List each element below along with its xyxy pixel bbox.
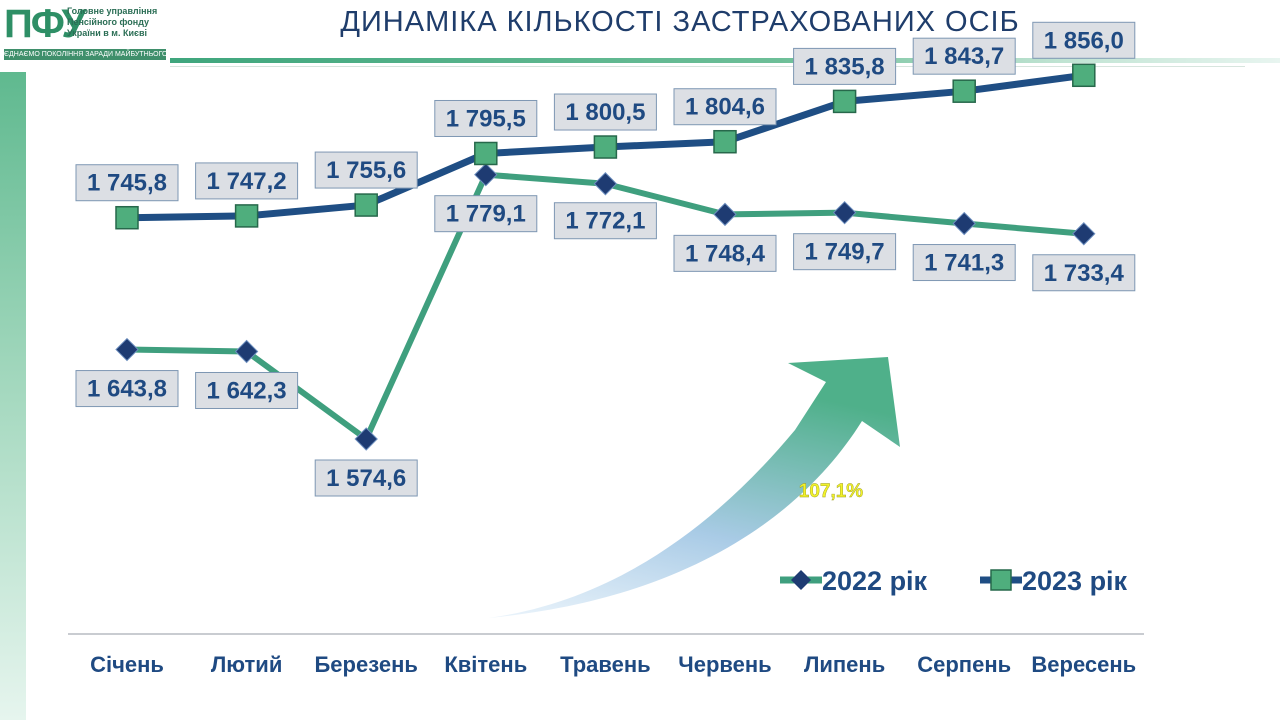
data-label-2023: 1 835,8 xyxy=(793,47,897,85)
data-label-2022: 1 779,1 xyxy=(434,195,538,233)
data-label-2022: 1 748,4 xyxy=(673,234,777,272)
x-tick-label: Вересень xyxy=(1031,652,1136,677)
data-point-2023 xyxy=(593,135,618,159)
x-tick-label: Квітень xyxy=(444,652,527,677)
data-label-2022: 1 741,3 xyxy=(912,244,1016,282)
svg-text:1 843,7: 1 843,7 xyxy=(924,43,1004,70)
data-point-2023 xyxy=(952,79,976,103)
svg-text:1 745,8: 1 745,8 xyxy=(87,170,167,197)
x-tick-label: Червень xyxy=(678,652,771,677)
data-point-2023 xyxy=(354,193,378,217)
svg-text:1 643,8: 1 643,8 xyxy=(87,376,167,403)
svg-text:1 800,5: 1 800,5 xyxy=(565,99,645,126)
data-point-2023 xyxy=(713,129,737,154)
data-point-2022 xyxy=(832,200,857,225)
data-label-2023: 1 800,5 xyxy=(553,93,657,131)
data-point-2022 xyxy=(713,202,737,227)
title-underline-thin xyxy=(170,66,1245,67)
data-point-2023 xyxy=(474,141,498,166)
x-tick-label: Січень xyxy=(90,652,164,677)
pfu-logo: ПФУ Головне управління Пенсійного фонду … xyxy=(4,2,168,60)
svg-text:1 779,1: 1 779,1 xyxy=(446,201,526,228)
x-tick-label: Лютий xyxy=(211,652,283,677)
data-point-2022 xyxy=(474,162,498,187)
title-underline xyxy=(170,58,1280,63)
growth-percent: 107,1% xyxy=(799,481,864,502)
page-title: ДИНАМІКА КІЛЬКОСТІ ЗАСТРАХОВАНИХ ОСІБ xyxy=(340,6,1020,38)
data-label-2022: 1 574,6 xyxy=(314,459,418,497)
legend-marker xyxy=(791,570,811,590)
data-label-2022: 1 642,3 xyxy=(195,371,299,409)
svg-text:1 856,0: 1 856,0 xyxy=(1044,27,1124,54)
data-point-2022 xyxy=(593,172,618,196)
left-decorative-band xyxy=(0,72,26,720)
svg-text:1 747,2: 1 747,2 xyxy=(207,168,287,195)
legend-item-2022: 2022 рік xyxy=(780,566,928,596)
svg-text:1 642,3: 1 642,3 xyxy=(207,377,287,404)
svg-text:1 748,4: 1 748,4 xyxy=(685,240,766,267)
data-point-2023 xyxy=(234,204,259,228)
data-point-2022 xyxy=(354,427,378,451)
data-label-2023: 1 804,6 xyxy=(673,88,777,126)
data-point-2023 xyxy=(115,205,139,230)
data-label-2023: 1 745,8 xyxy=(75,164,179,202)
logo-line: Пенсійного фонду xyxy=(67,17,150,27)
logo-line: Головне управління xyxy=(67,6,158,16)
svg-text:1 733,4: 1 733,4 xyxy=(1044,260,1125,287)
x-tick-label: Травень xyxy=(560,652,651,677)
svg-text:1 795,5: 1 795,5 xyxy=(446,105,526,132)
data-label-2022: 1 772,1 xyxy=(553,202,657,240)
data-label-2023: 1 747,2 xyxy=(195,162,299,200)
data-label-2023: 1 856,0 xyxy=(1032,21,1136,59)
svg-text:1 772,1: 1 772,1 xyxy=(565,208,645,235)
legend-marker xyxy=(990,569,1012,591)
growth-arrow xyxy=(488,357,900,618)
data-label-2023: 1 843,7 xyxy=(912,37,1016,75)
data-point-2022 xyxy=(1072,222,1096,246)
data-label-2022: 1 643,8 xyxy=(75,370,179,408)
svg-text:1 574,6: 1 574,6 xyxy=(326,465,406,492)
svg-text:1 835,8: 1 835,8 xyxy=(805,53,885,80)
data-label-2023: 1 755,6 xyxy=(314,151,418,189)
data-point-2022 xyxy=(115,337,139,362)
legend-item-2023: 2023 рік xyxy=(980,566,1128,596)
x-tick-label: Березень xyxy=(314,652,417,677)
x-tick-label: Липень xyxy=(804,652,885,677)
data-point-2023 xyxy=(1072,63,1096,88)
svg-text:1 749,7: 1 749,7 xyxy=(805,239,885,266)
svg-text:1 741,3: 1 741,3 xyxy=(924,250,1004,277)
data-point-2022 xyxy=(952,211,976,236)
data-point-2022 xyxy=(234,339,259,364)
x-tick-label: Серпень xyxy=(917,652,1011,677)
data-label-2022: 1 733,4 xyxy=(1032,254,1136,292)
svg-text:1 755,6: 1 755,6 xyxy=(326,157,406,184)
logo-mark: ПФУ xyxy=(4,2,86,46)
logo-slogan: ЄДНАЄМО ПОКОЛІННЯ ЗАРАДИ МАЙБУТНЬОГО xyxy=(4,49,168,60)
legend-label: 2022 рік xyxy=(822,566,928,596)
svg-text:1 804,6: 1 804,6 xyxy=(685,94,765,121)
data-label-2022: 1 749,7 xyxy=(793,233,897,271)
data-point-2023 xyxy=(832,89,857,114)
logo-line: України в м. Києві xyxy=(67,28,147,38)
data-label-2023: 1 795,5 xyxy=(434,99,538,137)
legend-label: 2023 рік xyxy=(1022,566,1128,596)
logo-caption: Головне управління Пенсійного фонду Укра… xyxy=(67,6,157,39)
